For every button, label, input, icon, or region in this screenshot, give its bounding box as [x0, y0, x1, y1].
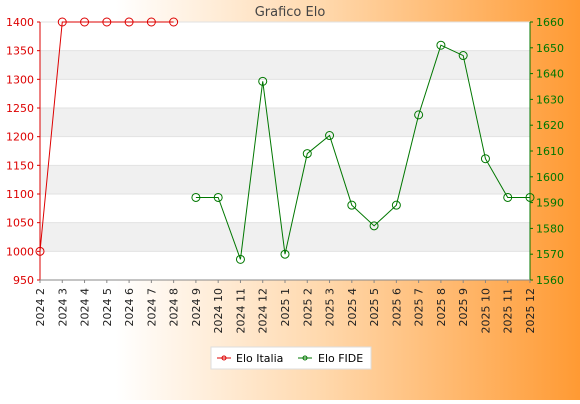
x-tick-label: 2024 10 — [212, 288, 225, 334]
data-point — [124, 17, 134, 27]
x-tick-label: 2025 12 — [524, 288, 537, 334]
legend-box — [210, 346, 372, 370]
x-tick-label: 2025 5 — [368, 288, 381, 327]
data-point — [280, 249, 290, 259]
x-tick-label: 2024 8 — [168, 288, 181, 327]
right-tick-label: 1580 — [536, 222, 564, 235]
legend-label-elo-italia: Elo Italia — [236, 352, 283, 365]
data-point — [391, 200, 401, 210]
x-tick-label: 2024 11 — [234, 288, 247, 334]
chart-title: Grafico Elo — [255, 5, 326, 20]
right-tick-label: 1660 — [536, 16, 564, 29]
right-tick-label: 1560 — [536, 274, 564, 287]
data-point — [80, 17, 90, 27]
x-tick-label: 2025 8 — [435, 288, 448, 327]
x-tick-label: 2025 4 — [346, 288, 359, 327]
left-tick-label: 1000 — [6, 245, 34, 258]
right-tick-label: 1640 — [536, 68, 564, 81]
data-point — [436, 40, 446, 50]
data-point — [325, 131, 335, 141]
x-tick-label: 2025 11 — [502, 288, 515, 334]
data-point — [213, 192, 223, 202]
series-layer — [35, 17, 535, 264]
data-point — [369, 221, 379, 231]
legend-label-elo-fide: Elo FIDE — [318, 352, 363, 365]
data-point — [525, 192, 535, 202]
left-tick-label: 950 — [13, 274, 34, 287]
left-tick-label: 1100 — [6, 188, 34, 201]
right-tick-label: 1570 — [536, 248, 564, 261]
left-tick-label: 1200 — [6, 131, 34, 144]
legend-item-elo-fide: Elo FIDE — [298, 352, 363, 365]
data-point — [235, 254, 245, 264]
x-tick-label: 2024 2 — [34, 288, 47, 327]
x-tick-label: 2025 2 — [301, 288, 314, 327]
data-point — [258, 76, 268, 86]
data-point — [302, 149, 312, 159]
x-tick-label: 2025 9 — [457, 288, 470, 327]
data-point — [102, 17, 112, 27]
data-point — [480, 154, 490, 164]
grid-band — [40, 50, 530, 80]
data-point — [57, 17, 67, 27]
legend-item-elo-italia: Elo Italia — [217, 352, 283, 365]
legend: Elo Italia Elo FIDE — [210, 346, 372, 370]
x-tick-label: 2025 10 — [479, 288, 492, 334]
data-point — [169, 17, 179, 27]
left-tick-label: 1250 — [6, 102, 34, 115]
series-elo-fide — [191, 40, 535, 264]
right-tick-label: 1620 — [536, 119, 564, 132]
data-point — [503, 192, 513, 202]
legend-swatch-marker — [221, 355, 227, 361]
right-tick-label: 1650 — [536, 42, 564, 55]
grid-band — [40, 165, 530, 194]
data-point — [146, 17, 156, 27]
x-tick-label: 2024 3 — [56, 288, 69, 327]
plot-background — [40, 21, 530, 281]
data-point — [35, 246, 45, 256]
x-tick-label: 2024 7 — [145, 288, 158, 327]
x-tick-label: 2025 6 — [390, 288, 403, 327]
series-line — [39, 21, 174, 252]
x-axis: 2024 2 2024 3 2024 4 2024 5 2024 6 2024 7 2024… — [34, 279, 537, 334]
right-tick-label: 1630 — [536, 93, 564, 106]
right-tick-label: 1590 — [536, 197, 564, 210]
x-tick-label: 2024 12 — [257, 288, 270, 334]
x-tick-label: 2025 1 — [279, 288, 292, 327]
x-tick-label: 2024 4 — [79, 288, 92, 327]
left-tick-label: 1150 — [6, 159, 34, 172]
right-tick-label: 1610 — [536, 145, 564, 158]
grid-band — [40, 222, 530, 252]
data-point — [458, 51, 468, 61]
left-tick-label: 1050 — [6, 217, 34, 230]
data-point — [347, 200, 357, 210]
grid-band — [40, 108, 530, 137]
data-point — [191, 192, 201, 202]
left-tick-label: 1400 — [6, 16, 34, 29]
x-tick-label: 2024 9 — [190, 288, 203, 327]
data-point — [414, 110, 424, 120]
left-tick-label: 1300 — [6, 73, 34, 86]
x-tick-label: 2024 6 — [123, 288, 136, 327]
right-y-axis: 1560 1570 1580 1590 1600 1610 1620 1630 1640 1650… — [529, 16, 564, 287]
right-tick-label: 1600 — [536, 171, 564, 184]
x-tick-label: 2024 5 — [101, 288, 114, 327]
legend-swatch-marker — [302, 355, 308, 361]
series-line — [195, 44, 530, 260]
x-tick-label: 2025 3 — [324, 288, 337, 327]
left-y-axis: 950 1000 1050 1100 1150 1200 1250 1300 1350 1400 — [6, 16, 41, 287]
x-tick-label: 2025 7 — [413, 288, 426, 327]
left-tick-label: 1350 — [6, 45, 34, 58]
series-elo-italia — [35, 17, 179, 256]
